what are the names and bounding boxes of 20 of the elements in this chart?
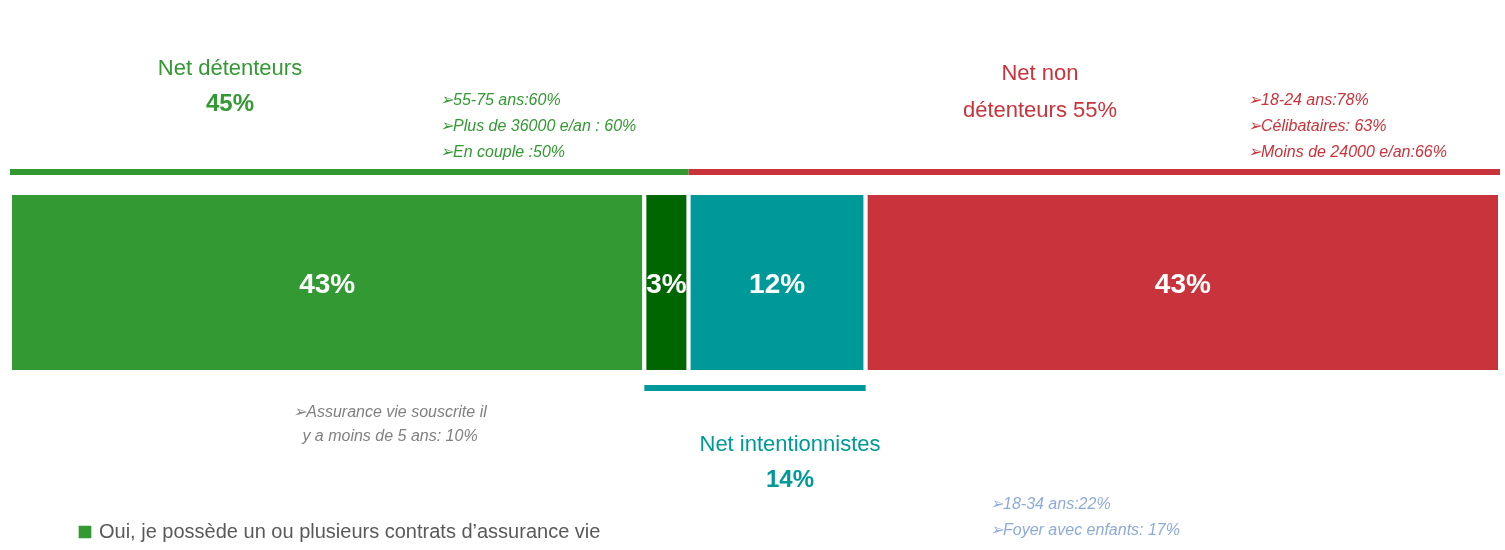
text: ➢Célibataires: 63% (1248, 117, 1387, 134)
text: détenteurs 55% (962, 97, 1118, 122)
text: Net intentionnistes (699, 431, 881, 456)
text: ➢En couple :50% (440, 143, 566, 160)
text: Net détenteurs (157, 55, 303, 80)
text: 14% (765, 465, 815, 492)
data-label: 43% (1154, 268, 1211, 299)
text: ➢Foyer avec enfants: 17% (990, 521, 1180, 538)
text: 45% (205, 89, 255, 116)
text: ➢55-75 ans:60% (440, 91, 561, 108)
data-label: 43% (299, 268, 356, 299)
text: ➢18-34 ans:22% (990, 495, 1111, 512)
text: ➢18-24 ans:78% (1248, 91, 1369, 108)
text: ➢Moins de 24000 e/an:66% (1248, 143, 1447, 160)
text: Net non (1001, 60, 1079, 85)
data-label: 12% (749, 268, 806, 299)
legend-label: Oui, je possède un ou plusieurs contrats d’assurance vie (99, 520, 601, 542)
text: ➢Assurance vie souscrite il y a moins de 5 ans: 10% (293, 403, 488, 444)
text: ➢Plus de 36000 e/an : 60% (440, 117, 637, 134)
data-label: 3% (646, 268, 687, 299)
